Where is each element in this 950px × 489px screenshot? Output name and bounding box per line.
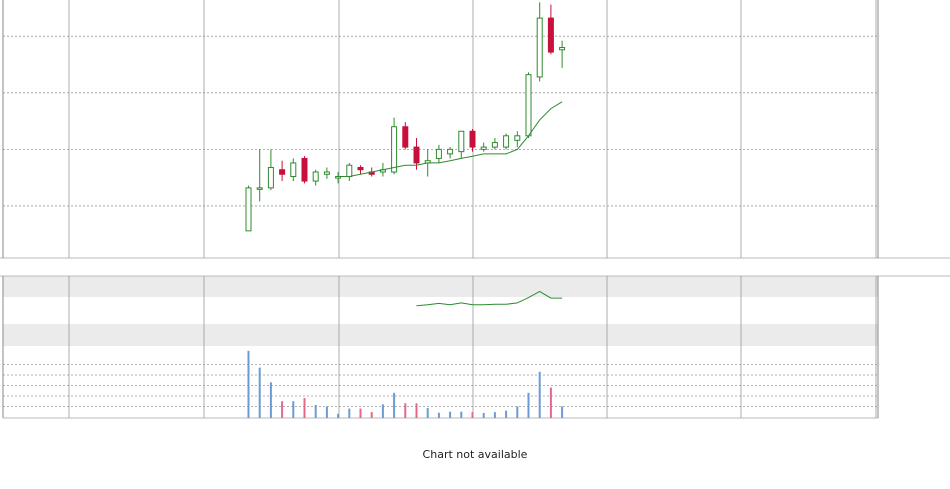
oversold-band	[3, 324, 878, 346]
candle-down	[413, 146, 420, 164]
candle-up	[346, 164, 353, 178]
chart-grid	[0, 0, 950, 419]
candle-down	[279, 169, 286, 175]
candle-up	[503, 135, 510, 148]
candle-up	[256, 187, 263, 190]
candle-up	[480, 146, 487, 150]
candle-up	[267, 166, 274, 189]
candle-up	[323, 171, 330, 175]
moving-average-line	[338, 101, 563, 177]
candle-down	[357, 166, 364, 171]
candle-up	[536, 17, 543, 78]
oscillator-panel	[416, 290, 563, 307]
candle-down	[301, 157, 308, 182]
candle-up	[458, 130, 465, 153]
price-panel	[245, 2, 566, 232]
candle-up	[245, 187, 252, 232]
overbought-band	[3, 276, 878, 297]
candle-down	[402, 126, 409, 148]
candle-up	[525, 74, 532, 137]
candle-up	[312, 171, 319, 182]
candle-down	[469, 130, 476, 148]
candle-up	[391, 126, 398, 173]
volume-panel	[247, 350, 564, 418]
candle-down	[547, 17, 554, 53]
candle-up	[514, 135, 521, 141]
candle-up	[435, 148, 442, 159]
candle-up	[290, 162, 297, 178]
oscillator-line	[416, 290, 563, 307]
candle-up	[447, 148, 454, 155]
chart-not-available-message: Chart not available	[422, 448, 528, 461]
candle-up	[559, 47, 566, 51]
candle-up	[491, 142, 498, 148]
